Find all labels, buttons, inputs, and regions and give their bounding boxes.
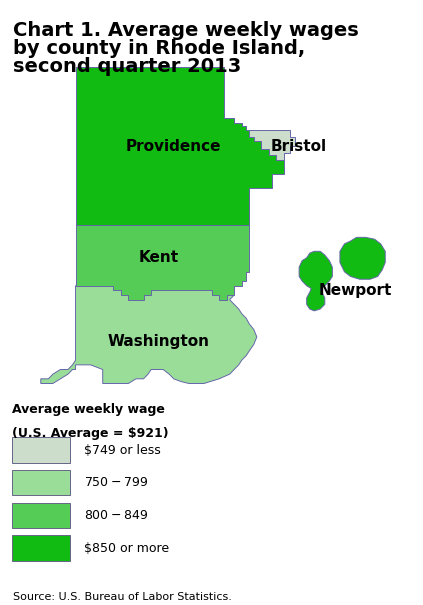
- Bar: [12, 437, 70, 463]
- Text: (U.S. Average = $921): (U.S. Average = $921): [12, 427, 168, 439]
- Polygon shape: [76, 118, 249, 299]
- Bar: [12, 503, 70, 528]
- Bar: [12, 470, 70, 495]
- Text: Average weekly wage: Average weekly wage: [12, 403, 165, 416]
- Text: Newport: Newport: [319, 283, 392, 298]
- Text: $749 or less: $749 or less: [84, 443, 160, 457]
- Text: Chart 1. Average weekly wages: Chart 1. Average weekly wages: [13, 21, 358, 40]
- Polygon shape: [340, 237, 385, 280]
- Text: second quarter 2013: second quarter 2013: [13, 57, 241, 76]
- Text: $850 or more: $850 or more: [84, 541, 169, 555]
- Text: $800-$849: $800-$849: [84, 509, 148, 522]
- Polygon shape: [41, 286, 257, 384]
- Text: Source: U.S. Bureau of Labor Statistics.: Source: U.S. Bureau of Labor Statistics.: [13, 592, 231, 602]
- Text: Washington: Washington: [107, 334, 210, 349]
- Text: Providence: Providence: [126, 139, 222, 154]
- Text: Bristol: Bristol: [271, 139, 327, 154]
- Polygon shape: [76, 67, 284, 225]
- Text: $750-$799: $750-$799: [84, 476, 148, 489]
- Text: by county in Rhode Island,: by county in Rhode Island,: [13, 39, 305, 58]
- Polygon shape: [249, 130, 294, 160]
- Bar: [12, 535, 70, 561]
- Polygon shape: [299, 251, 332, 311]
- Text: Kent: Kent: [139, 250, 179, 266]
